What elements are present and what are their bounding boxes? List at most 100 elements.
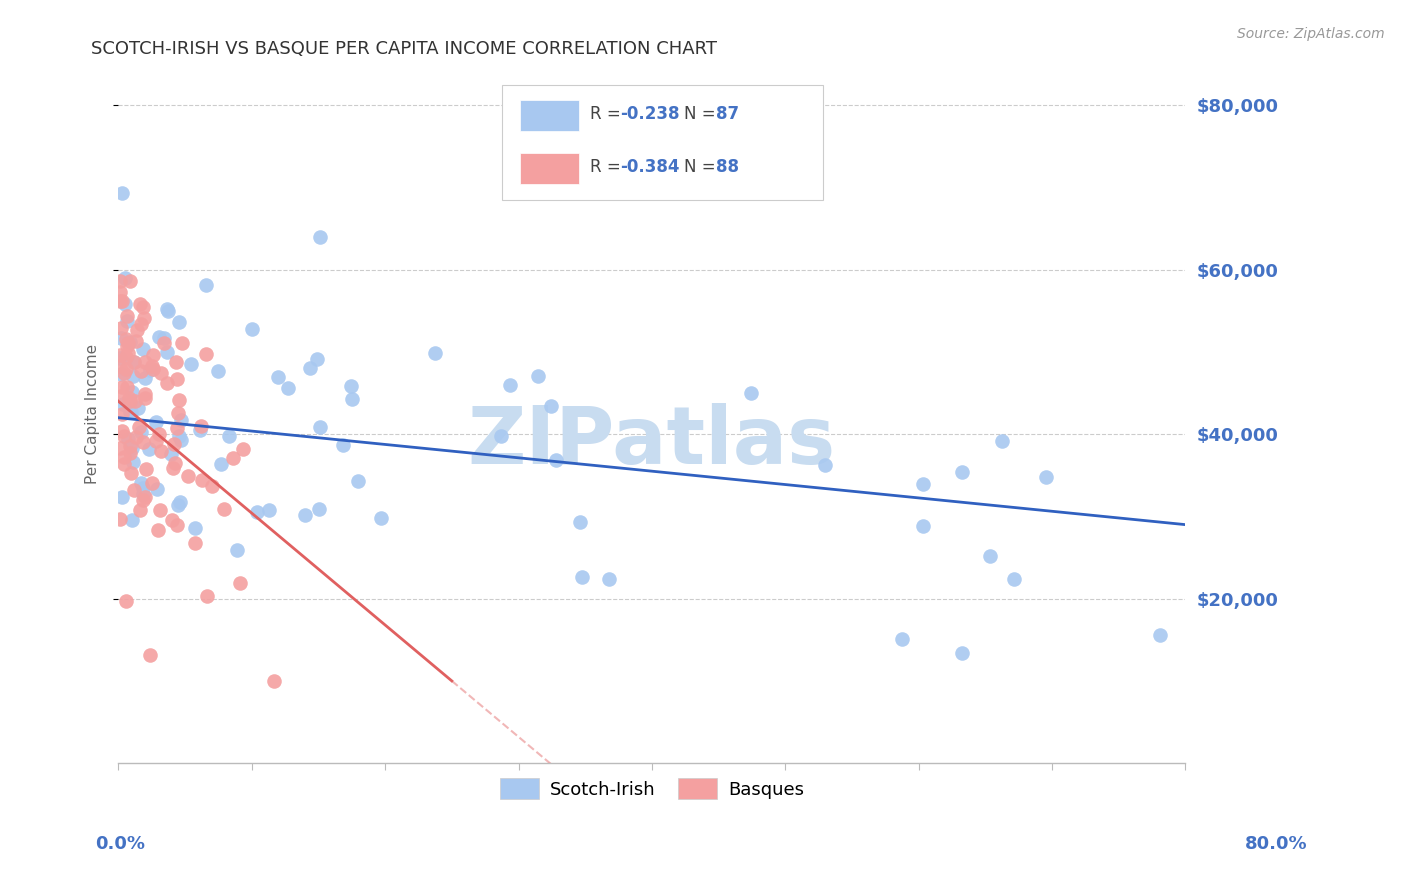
Point <box>912 476 935 491</box>
Point <box>129 364 152 378</box>
Point <box>112 367 135 381</box>
Point <box>111 186 134 201</box>
Point <box>131 487 153 501</box>
Point <box>166 421 188 435</box>
Text: -0.238: -0.238 <box>620 105 679 123</box>
Point <box>120 274 142 288</box>
Point <box>162 461 184 475</box>
Point <box>132 481 155 495</box>
Point <box>112 450 135 465</box>
Point <box>118 334 141 349</box>
Point <box>332 438 354 452</box>
Point <box>128 419 150 434</box>
Point <box>128 503 150 517</box>
Point <box>160 513 183 527</box>
Point <box>108 348 131 362</box>
Point <box>131 343 153 357</box>
Point <box>156 301 179 316</box>
Point <box>115 594 138 608</box>
Point <box>134 371 156 385</box>
Point <box>117 391 139 405</box>
Point <box>546 453 568 467</box>
Text: N =: N = <box>683 105 721 123</box>
Point <box>131 493 153 508</box>
Point <box>117 346 139 360</box>
FancyBboxPatch shape <box>520 153 579 184</box>
Point <box>122 355 145 369</box>
Point <box>124 394 146 409</box>
Point <box>112 428 135 442</box>
Point <box>122 483 145 497</box>
Point <box>1004 572 1026 586</box>
Point <box>149 444 172 458</box>
Point <box>108 285 131 300</box>
Point <box>139 648 162 662</box>
Point <box>167 406 190 420</box>
Legend: Scotch-Irish, Basques: Scotch-Irish, Basques <box>492 772 811 806</box>
Point <box>122 368 145 383</box>
Point <box>115 350 138 364</box>
Point <box>117 335 139 350</box>
Text: ZIPatlas: ZIPatlas <box>468 402 837 481</box>
Point <box>110 367 132 381</box>
Point <box>132 300 155 314</box>
Point <box>138 442 160 456</box>
Point <box>117 379 139 393</box>
Point <box>170 413 193 427</box>
Point <box>305 352 328 367</box>
Point <box>229 575 252 590</box>
Point <box>167 393 190 408</box>
Point <box>153 336 176 351</box>
Point <box>267 369 290 384</box>
Y-axis label: Per Capita Income: Per Capita Income <box>86 343 100 483</box>
Point <box>117 310 139 324</box>
Point <box>1149 628 1171 642</box>
Point <box>146 482 169 496</box>
Point <box>129 317 152 331</box>
Point <box>110 490 132 504</box>
Point <box>257 503 280 517</box>
Point <box>138 363 160 377</box>
Point <box>115 362 138 376</box>
Point <box>110 321 132 335</box>
Point <box>108 512 131 526</box>
Point <box>118 393 141 408</box>
Text: 88: 88 <box>716 158 740 176</box>
Point <box>108 274 131 288</box>
Point <box>891 632 914 647</box>
Point <box>134 391 156 405</box>
Point <box>911 519 934 533</box>
Point <box>145 434 167 449</box>
Point <box>111 424 134 438</box>
Point <box>308 502 330 516</box>
Point <box>263 673 285 688</box>
Point <box>169 495 191 509</box>
Point <box>979 549 1001 563</box>
Point <box>527 368 550 383</box>
Point <box>491 429 513 443</box>
Point <box>163 456 186 470</box>
Point <box>153 331 176 345</box>
Point <box>176 469 198 483</box>
Point <box>212 502 235 516</box>
Point <box>111 380 134 394</box>
Point <box>309 230 332 244</box>
Point <box>598 572 620 586</box>
Point <box>118 445 141 459</box>
Point <box>129 296 152 310</box>
Point <box>340 392 363 406</box>
Point <box>111 407 134 421</box>
Point <box>499 378 522 392</box>
Point <box>134 387 156 401</box>
Point <box>110 390 132 404</box>
Point <box>110 331 132 345</box>
Point <box>166 372 188 386</box>
Point <box>294 508 316 522</box>
Point <box>540 399 562 413</box>
Point <box>814 458 837 472</box>
Point <box>149 503 172 517</box>
Point <box>115 339 138 353</box>
Point <box>148 330 170 344</box>
Point <box>340 379 363 393</box>
Point <box>190 423 212 437</box>
